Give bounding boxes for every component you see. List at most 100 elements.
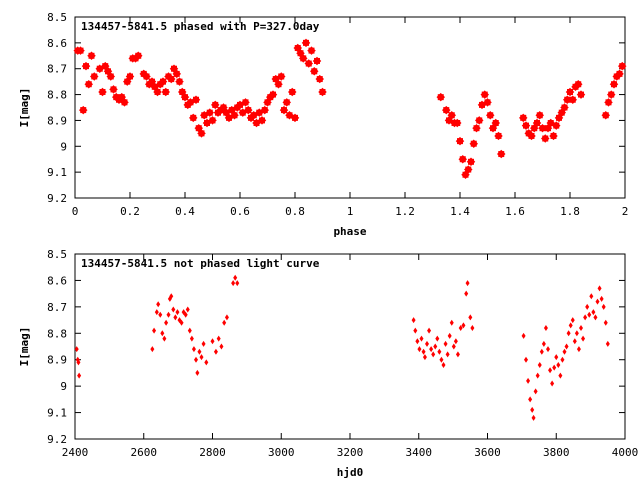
- y-tick-label: 9: [60, 380, 67, 393]
- data-point: [605, 99, 612, 106]
- data-point: [619, 63, 626, 70]
- data-point: [96, 65, 103, 72]
- x-tick-label: 3800: [543, 446, 570, 459]
- x-tick-label: 2600: [131, 446, 158, 459]
- data-point: [599, 295, 604, 302]
- data-point: [550, 380, 555, 387]
- data-point: [564, 343, 569, 350]
- data-point: [220, 104, 227, 111]
- data-point: [118, 94, 125, 101]
- data-point: [441, 362, 446, 368]
- data-point: [608, 91, 615, 98]
- y-tick-label: 8.9: [47, 354, 67, 367]
- data-point: [476, 117, 483, 124]
- data-point: [154, 309, 159, 316]
- data-point: [160, 330, 165, 337]
- data-point: [74, 346, 79, 353]
- x-axis-label: phase: [333, 225, 366, 238]
- chart-panel-phased: 0 0.2 0.4 0.6 0.8 1 1.2 1.4 1.6 1.8 2 8.5 8.6 8.7 8.8 8…: [18, 11, 628, 238]
- data-point: [250, 112, 257, 119]
- data-point: [152, 327, 157, 334]
- data-point: [171, 306, 176, 313]
- data-point: [520, 114, 527, 121]
- data-point: [85, 81, 92, 88]
- data-point: [233, 274, 238, 281]
- data-point: [611, 81, 617, 88]
- data-point: [411, 317, 416, 324]
- data-point: [297, 50, 304, 57]
- data-point: [156, 301, 161, 308]
- data-point: [275, 81, 282, 88]
- data-point: [597, 285, 602, 292]
- data-point: [470, 325, 475, 331]
- data-point: [576, 346, 581, 353]
- data-point: [253, 120, 260, 127]
- data-point: [490, 125, 496, 132]
- y-axis-label: I[mag]: [18, 327, 31, 367]
- data-point: [570, 317, 575, 324]
- data-point: [492, 120, 499, 127]
- x-tick-label: 0.4: [175, 205, 195, 218]
- data-point: [425, 340, 429, 347]
- y-tick-label: 8.8: [47, 89, 67, 102]
- data-point: [102, 63, 109, 70]
- data-point: [201, 112, 208, 119]
- data-point: [457, 138, 463, 145]
- data-point: [523, 122, 529, 129]
- data-point: [198, 130, 205, 137]
- data-point: [76, 359, 81, 366]
- x-tick-label: 1.2: [395, 205, 415, 218]
- data-point: [579, 325, 583, 331]
- data-point: [210, 338, 215, 345]
- data-point: [543, 325, 548, 331]
- data-point: [206, 109, 213, 116]
- data-point: [193, 96, 199, 103]
- data-point: [316, 76, 323, 83]
- data-point: [437, 94, 444, 101]
- data-point: [421, 348, 426, 355]
- data-point: [419, 335, 424, 342]
- data-point: [183, 311, 188, 318]
- x-tick-label: 3200: [337, 446, 364, 459]
- data-point: [569, 96, 576, 103]
- data-point: [88, 52, 95, 59]
- y-tick-label: 8.6: [47, 37, 67, 50]
- data-point: [459, 156, 466, 163]
- data-point: [204, 359, 209, 366]
- data-point: [437, 348, 442, 355]
- data-point: [439, 356, 444, 363]
- data-point: [413, 327, 418, 334]
- data-point: [454, 120, 461, 127]
- data-point: [201, 340, 206, 347]
- y-tick-label: 9.2: [47, 192, 67, 205]
- data-point: [261, 107, 268, 114]
- x-tick-label: 4000: [612, 446, 639, 459]
- data-point: [616, 70, 623, 77]
- data-point: [319, 88, 326, 95]
- data-point: [231, 280, 236, 287]
- chart-title: 134457-5841.5 phased with P=327.0day: [81, 20, 320, 33]
- data-point: [281, 107, 287, 114]
- x-tick-label: 2800: [199, 446, 226, 459]
- data-point: [417, 346, 422, 353]
- data-point: [171, 65, 177, 72]
- data-point: [239, 109, 246, 116]
- data-point: [80, 107, 87, 114]
- data-point: [585, 303, 590, 310]
- data-point: [228, 107, 235, 114]
- data-point: [550, 132, 557, 139]
- data-point: [433, 343, 438, 350]
- data-point: [533, 388, 538, 395]
- data-point: [431, 351, 436, 358]
- data-point: [447, 332, 452, 339]
- data-point: [558, 372, 563, 379]
- data-point: [286, 112, 293, 119]
- data-point: [548, 367, 553, 374]
- data-point: [567, 88, 573, 95]
- data-point: [300, 55, 307, 62]
- data-point: [77, 47, 84, 54]
- data-point: [462, 171, 469, 178]
- data-point: [150, 346, 155, 353]
- data-point: [470, 140, 477, 147]
